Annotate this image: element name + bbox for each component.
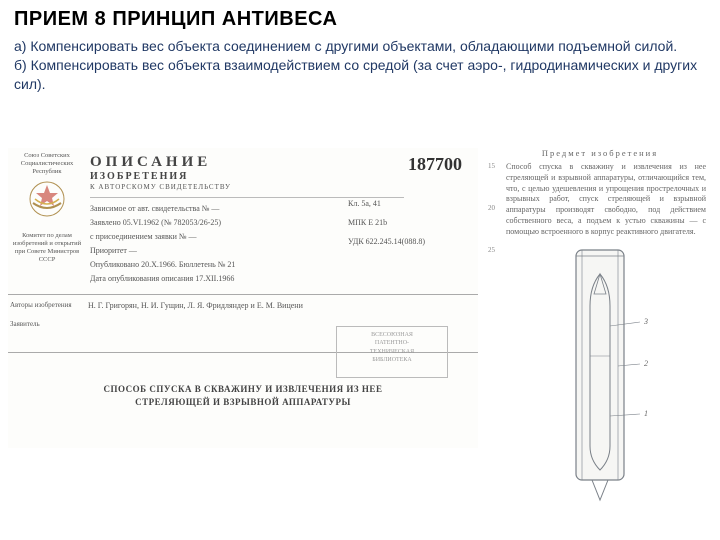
label-2: 2 bbox=[644, 359, 648, 368]
body-text: а) Компенсировать вес объекта соединение… bbox=[0, 35, 720, 100]
header: ПРИЕМ 8 ПРИНЦИП АНТИВЕСА bbox=[0, 0, 720, 35]
doc-codes: Кл. 5a, 41 МПК E 21b УДК 622.245.14(088.… bbox=[348, 194, 425, 252]
line-num-25: 25 bbox=[488, 246, 495, 255]
doc-heading1: ОПИСАНИЕ bbox=[90, 154, 404, 171]
authors-row: Авторы изобретения Н. Г. Григорян, Н. И.… bbox=[8, 301, 478, 310]
claim-text: 15 20 25 Способ спуска в скважину и извл… bbox=[488, 162, 712, 238]
ussr-emblem-icon bbox=[27, 179, 67, 219]
line-num-15: 15 bbox=[488, 162, 495, 171]
line-num-20: 20 bbox=[488, 204, 495, 213]
code-udk: УДК 622.245.14(088.8) bbox=[348, 232, 425, 251]
page-title: ПРИЕМ 8 ПРИНЦИП АНТИВЕСА bbox=[14, 8, 706, 31]
applicant-label: Заявитель bbox=[8, 320, 88, 328]
claim-header: Предмет изобретения bbox=[488, 148, 712, 158]
doc-line5: Опубликовано 20.X.1966. Бюллетень № 21 bbox=[90, 260, 404, 269]
label-3: 3 bbox=[643, 317, 648, 326]
ussr-label-bottom: Комитет по делам изобретений и открытий … bbox=[8, 232, 86, 263]
doc-line6: Дата опубликования описания 17.XII.1966 bbox=[90, 274, 404, 283]
authors-label: Авторы изобретения bbox=[8, 301, 88, 310]
doc-bottom-title: СПОСОБ СПУСКА В СКВАЖИНУ И ИЗВЛЕЧЕНИЯ ИЗ… bbox=[8, 383, 478, 408]
library-stamp: ВСЕСОЮЗНАЯ ПАТЕНТНО- ТЕХНИЧЕСКАЯ БИБЛИОТ… bbox=[336, 326, 448, 378]
doc-heading3: К АВТОРСКОМУ СВИДЕТЕЛЬСТВУ bbox=[90, 183, 404, 191]
doc-left-column: Союз Советских Социалистических Республи… bbox=[8, 148, 86, 288]
right-column: Предмет изобретения 15 20 25 Способ спус… bbox=[488, 148, 712, 532]
label-1: 1 bbox=[644, 409, 648, 418]
code-mpk: МПК E 21b bbox=[348, 213, 425, 232]
claim-body: Способ спуска в скважину и извлечения из… bbox=[506, 162, 706, 236]
item-b: б) Компенсировать вес объекта взаимодейс… bbox=[14, 56, 706, 94]
apparatus-svg-icon: 3 2 1 bbox=[540, 246, 660, 506]
authors-names: Н. Г. Григорян, Н. И. Гущин, Л. Я. Фридл… bbox=[88, 301, 303, 310]
ussr-label-top: Союз Советских Социалистических Республи… bbox=[8, 152, 86, 175]
doc-heading2: ИЗОБРЕТЕНИЯ bbox=[90, 171, 404, 182]
code-kl: Кл. 5a, 41 bbox=[348, 194, 425, 213]
patent-document: Союз Советских Социалистических Республи… bbox=[8, 148, 478, 448]
item-a: а) Компенсировать вес объекта соединение… bbox=[14, 37, 706, 56]
apparatus-drawing: 3 2 1 bbox=[488, 246, 712, 511]
